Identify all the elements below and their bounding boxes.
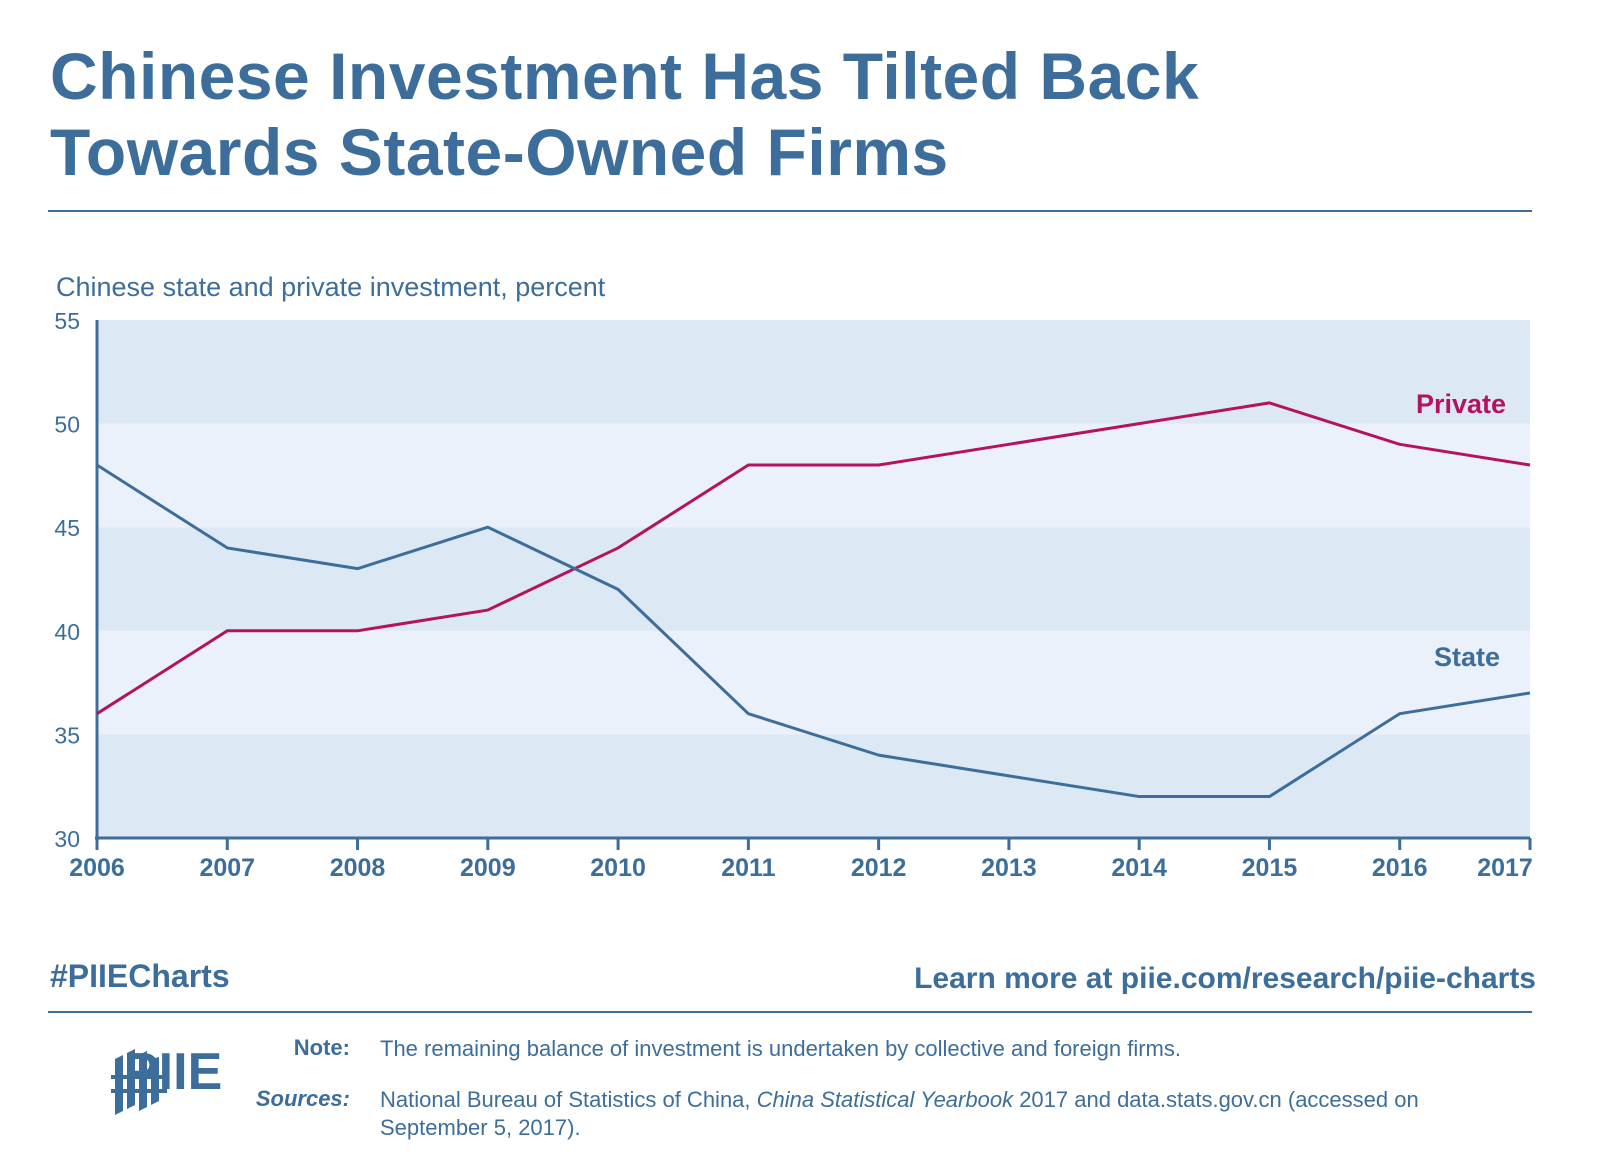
- y-tick-label: 55: [54, 308, 80, 334]
- plot-band: [97, 320, 1530, 424]
- x-tick-label: 2014: [1111, 854, 1167, 882]
- x-tick-label: 2012: [851, 854, 907, 882]
- series-line-private: [96, 401, 1531, 715]
- x-tick-label: 2010: [590, 854, 646, 882]
- title-line-2: Towards State-Owned Firms: [50, 115, 949, 189]
- x-tick-label: 2013: [981, 854, 1037, 882]
- plot-band: [97, 423, 1530, 528]
- note-label: Note:: [293, 1035, 350, 1060]
- sources-text: National Bureau of Statistics of China, …: [380, 1086, 1510, 1142]
- x-tick-label: 2007: [199, 854, 255, 882]
- line-chart: 30 35 40 45 50 55 2006 2007 2008 2009 2010 2011 2012…: [54, 308, 1533, 882]
- title-line-1: Chinese Investment Has Tilted Back: [50, 39, 1200, 113]
- plot-band: [97, 527, 1530, 631]
- header-divider: [48, 210, 1532, 212]
- x-tick-label: 2009: [460, 854, 516, 882]
- series-label-private: Private: [1416, 389, 1506, 419]
- x-tick-label: 2008: [330, 854, 386, 882]
- sources-text-part1: National Bureau of Statistics of China,: [380, 1087, 757, 1112]
- x-tick-label: 2016: [1372, 854, 1428, 882]
- y-tick-label: 45: [54, 515, 80, 541]
- plot-band: [97, 734, 1530, 838]
- note-text: The remaining balance of investment is u…: [380, 1036, 1181, 1061]
- x-tick-label: 2017: [1477, 854, 1533, 882]
- piie-logo-icon: [111, 1049, 167, 1115]
- footer-divider: [48, 1011, 1532, 1013]
- sources-publication: China Statistical Yearbook: [756, 1087, 1014, 1112]
- hashtag: #PIIECharts: [50, 958, 230, 994]
- chart-title: Chinese state and private investment, pe…: [56, 272, 606, 302]
- learn-more-link[interactable]: Learn more at piie.com/research/piie-cha…: [914, 962, 1536, 995]
- y-tick-label: 35: [54, 722, 80, 748]
- sources-text-part2: 2017 and data.stats.gov.cn (accessed on …: [380, 1087, 1419, 1140]
- sources-label: Sources:: [255, 1086, 350, 1111]
- logo-text: PIIE: [124, 1043, 223, 1101]
- series-line-state: [96, 463, 1531, 799]
- y-tick-label: 50: [54, 412, 80, 438]
- plot-band: [97, 630, 1530, 735]
- x-tick-label: 2011: [721, 854, 775, 882]
- x-tick-label: 2015: [1242, 854, 1298, 882]
- y-tick-label: 40: [54, 619, 80, 645]
- y-tick-label: 30: [54, 826, 80, 852]
- x-tick-label: 2006: [69, 854, 125, 882]
- series-label-state: State: [1434, 642, 1500, 672]
- page-title: Chinese Investment Has Tilted Back Towar…: [50, 38, 1530, 190]
